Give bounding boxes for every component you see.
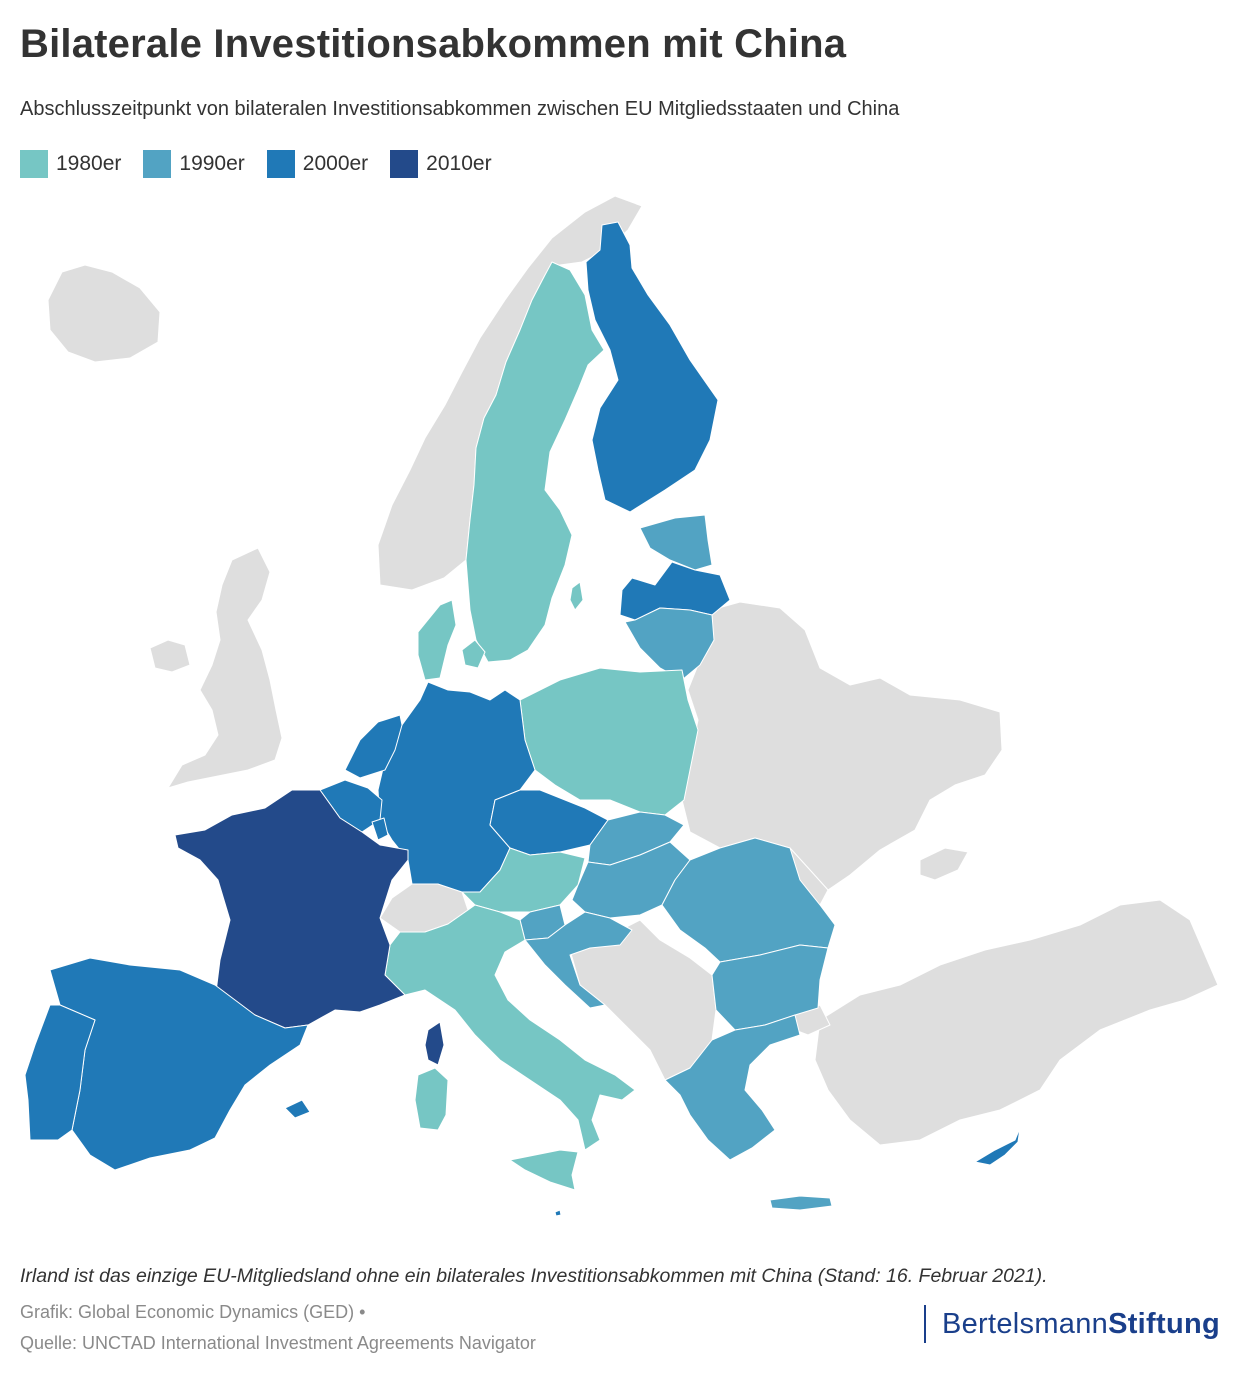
europe-map bbox=[24, 195, 1219, 1217]
chart-subtitle: Abschlusszeitpunkt von bilateralen Inves… bbox=[20, 98, 900, 120]
legend-swatch-1990er bbox=[143, 150, 172, 178]
legend-swatch-2000er bbox=[266, 150, 295, 178]
country-turkey bbox=[814, 899, 1219, 1146]
legend-swatch-1980er bbox=[20, 150, 48, 178]
country-france bbox=[174, 789, 409, 1029]
country-croatia bbox=[524, 911, 633, 1009]
logo-text-stiftung: Stiftung bbox=[1108, 1307, 1220, 1340]
credit-graphic: Grafik: Global Economic Dynamics (GED) • bbox=[20, 1302, 366, 1322]
legend-label-2010er: 2010er bbox=[426, 152, 492, 175]
country-cyprus bbox=[974, 1127, 1021, 1166]
chart-title: Bilaterale Investitionsabkommen mit Chin… bbox=[20, 22, 847, 66]
country-luxembourg bbox=[371, 817, 389, 841]
country-corsica bbox=[424, 1021, 445, 1066]
country-iceland bbox=[47, 264, 161, 363]
country-sicily bbox=[509, 1149, 579, 1191]
country-greece bbox=[664, 1014, 801, 1161]
country-crete bbox=[769, 1195, 833, 1211]
country-gotland bbox=[569, 581, 584, 611]
legend-item-1990er: 1990er bbox=[143, 150, 245, 178]
bertelsmann-stiftung-logo: Bertelsmann Stiftung bbox=[923, 1305, 1220, 1343]
legend-item-2000er: 2000er bbox=[266, 150, 369, 178]
legend-item-2010er: 2010er bbox=[390, 150, 492, 178]
country-netherlands bbox=[344, 714, 403, 779]
country-sweden bbox=[465, 261, 605, 663]
legend-label-2000er: 2000er bbox=[302, 152, 369, 175]
country-poland bbox=[519, 667, 699, 816]
country-portugal bbox=[24, 1004, 96, 1141]
logo-text-bertelsmann: Bertelsmann bbox=[941, 1307, 1109, 1340]
country-denmark-zealand bbox=[461, 639, 486, 669]
legend-label-1990er: 1990er bbox=[179, 152, 245, 175]
country-estonia bbox=[639, 514, 713, 571]
country-crimea bbox=[919, 847, 969, 881]
country-bulgaria bbox=[711, 944, 829, 1031]
country-united-kingdom bbox=[167, 547, 283, 789]
country-balearics bbox=[284, 1099, 311, 1119]
country-italy bbox=[384, 904, 636, 1151]
country-northern-ireland bbox=[149, 639, 191, 673]
credit-source: Quelle: UNCTAD International Investment … bbox=[20, 1333, 536, 1353]
country-romania bbox=[661, 837, 836, 963]
country-finland bbox=[585, 221, 719, 513]
country-sardinia bbox=[414, 1067, 449, 1131]
country-lithuania bbox=[624, 607, 715, 681]
footnote: Irland ist das einzige EU-Mitgliedsland … bbox=[20, 1265, 1048, 1287]
logo-bar bbox=[923, 1305, 926, 1343]
legend-label-1980er: 1980er bbox=[56, 152, 122, 175]
country-denmark bbox=[417, 599, 457, 681]
eu-countries bbox=[24, 221, 1021, 1217]
country-malta bbox=[554, 1209, 562, 1217]
legend: 1980er 1990er 2000er 2010er bbox=[20, 150, 492, 178]
legend-item-1980er: 1980er bbox=[20, 150, 121, 178]
legend-swatch-2010er bbox=[390, 150, 419, 178]
